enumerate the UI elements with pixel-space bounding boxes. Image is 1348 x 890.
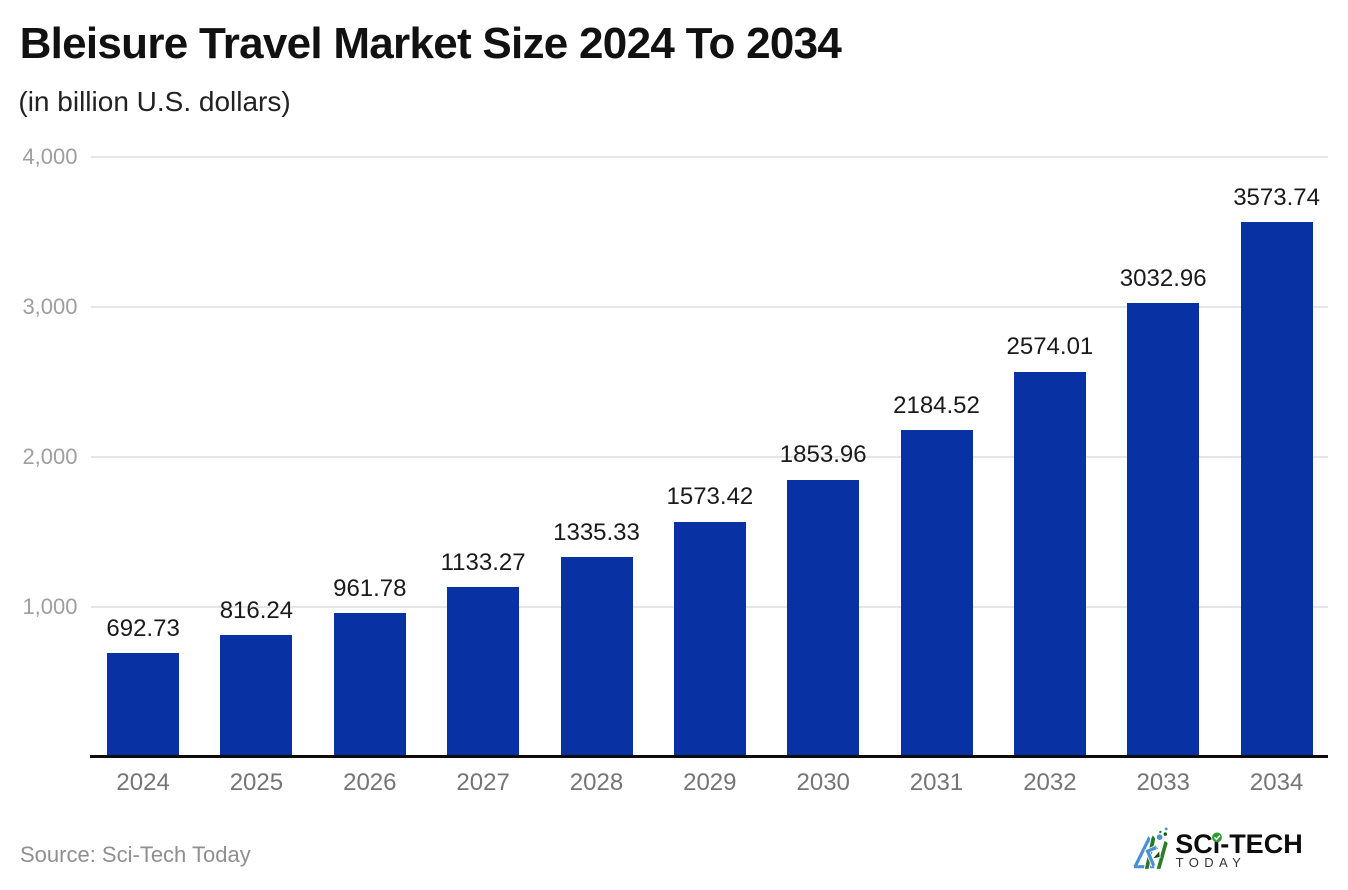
svg-text:TODAY: TODAY: [1176, 855, 1247, 870]
svg-text:SCi-TECH: SCi-TECH: [1175, 829, 1303, 859]
